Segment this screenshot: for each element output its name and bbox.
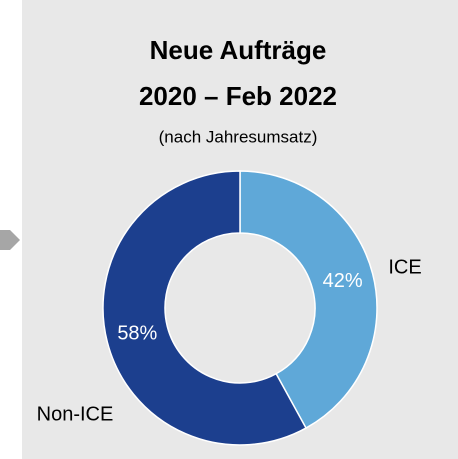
value-label: 42% (323, 270, 363, 292)
category-label: Non-ICE (37, 403, 114, 425)
arrow (0, 230, 20, 250)
chart-subtitle: (nach Jahresumsatz) (159, 127, 318, 146)
donut-slice (239, 170, 378, 430)
chart-title: 2020 – Feb 2022 (139, 81, 337, 111)
category-label: ICE (388, 256, 421, 278)
donut-slice (102, 170, 308, 446)
chart-title: Neue Aufträge (150, 35, 327, 65)
value-label: 58% (117, 323, 157, 345)
